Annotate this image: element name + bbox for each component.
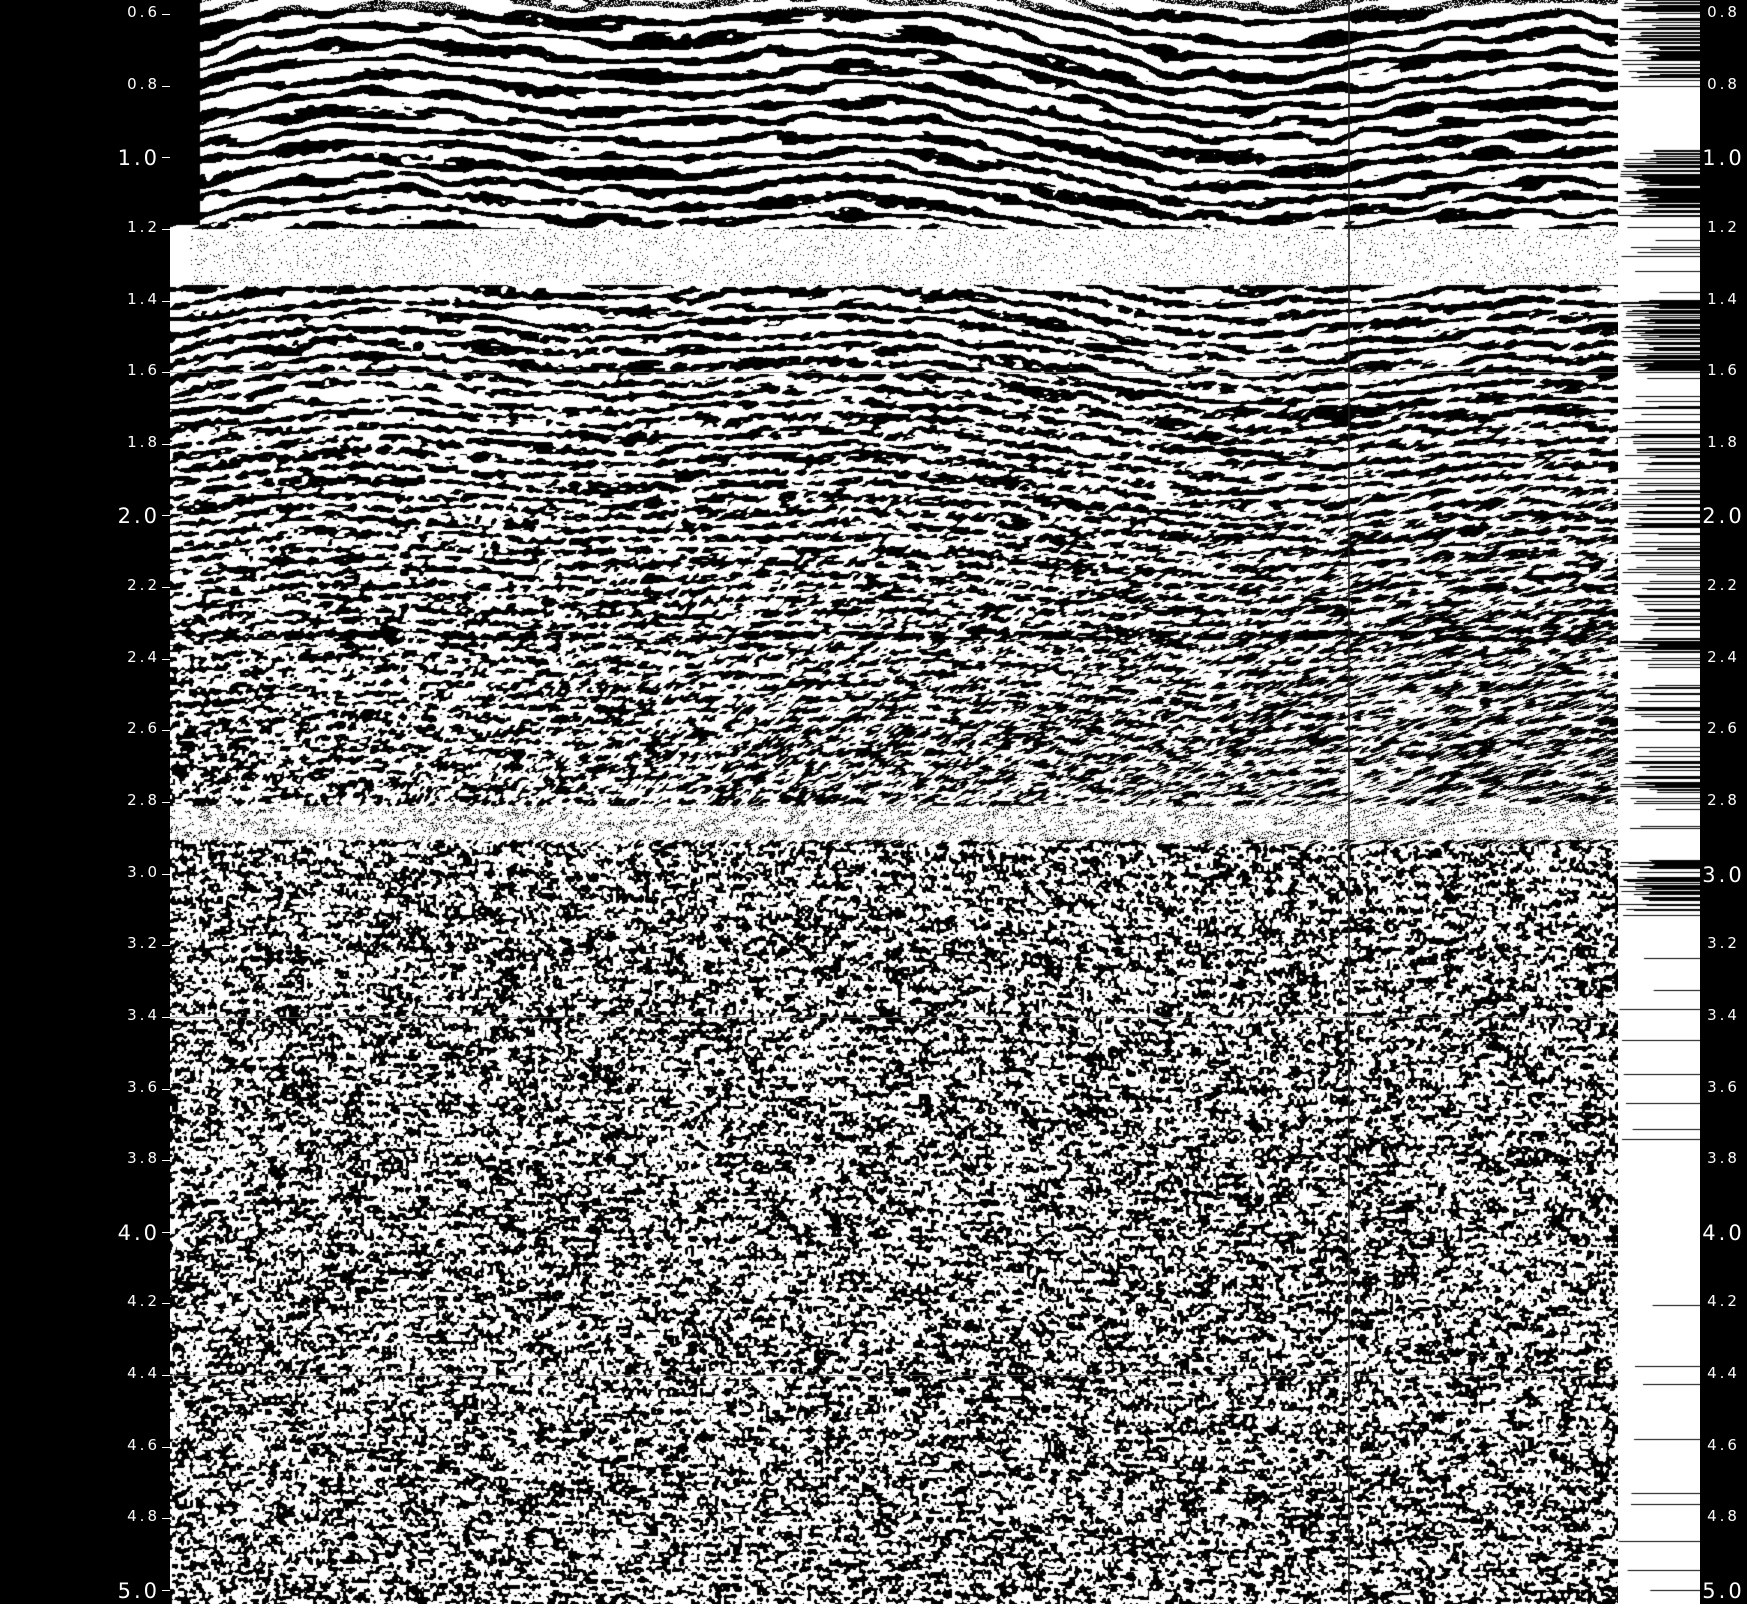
left-time-label: 2.6 xyxy=(127,719,160,738)
left-time-label: 2.8 xyxy=(127,791,160,809)
left-tick-mark xyxy=(162,301,170,302)
left-tick-mark xyxy=(162,1447,170,1448)
right-time-label: 4.2 xyxy=(1707,1292,1740,1311)
left-time-label: 4.6 xyxy=(127,1435,160,1454)
left-time-scale-strip xyxy=(0,0,170,1604)
left-time-label: 5.0 xyxy=(117,1579,160,1603)
right-time-label: 3.0 xyxy=(1702,862,1745,887)
left-time-label: 3.0 xyxy=(127,862,160,881)
left-tick-mark xyxy=(162,1160,170,1161)
horizontal-timing-line xyxy=(170,1017,1618,1018)
vertical-trace-marker-line xyxy=(1348,0,1350,1604)
left-time-label: 4.0 xyxy=(117,1220,160,1245)
right-time-label: 2.8 xyxy=(1707,791,1740,809)
seismic-section-image xyxy=(170,0,1618,1604)
left-tick-mark xyxy=(162,945,170,946)
left-time-label: 3.8 xyxy=(127,1149,160,1168)
right-time-label: 2.4 xyxy=(1707,647,1740,666)
timing-band-canvas xyxy=(1618,0,1700,1604)
left-time-label: 2.2 xyxy=(127,576,160,595)
left-time-label: 1.2 xyxy=(127,217,160,236)
left-time-label: 4.8 xyxy=(127,1507,160,1526)
right-time-label: 1.4 xyxy=(1707,289,1740,308)
left-time-label: 3.6 xyxy=(127,1077,160,1096)
left-tick-mark xyxy=(162,1375,170,1376)
right-time-label: 0.8 xyxy=(1707,74,1740,93)
right-time-label: 1.2 xyxy=(1707,217,1740,236)
left-tick-mark xyxy=(162,659,170,660)
right-timing-band xyxy=(1618,0,1700,1604)
right-time-scale-strip xyxy=(1700,0,1747,1604)
right-time-label: 1.8 xyxy=(1707,432,1740,451)
left-tick-mark xyxy=(162,802,170,803)
seismic-traces-canvas xyxy=(170,0,1618,1604)
left-time-label: 3.2 xyxy=(127,934,160,953)
left-time-label: 0.8 xyxy=(127,74,160,93)
left-tick-mark xyxy=(162,1518,170,1519)
left-time-label: 3.4 xyxy=(127,1005,160,1024)
left-tick-mark xyxy=(162,515,170,516)
left-time-label: 4.4 xyxy=(127,1364,160,1383)
horizontal-timing-line xyxy=(170,372,1618,373)
left-tick-mark xyxy=(162,1590,170,1591)
right-time-label: 3.6 xyxy=(1707,1077,1740,1096)
left-tick-mark xyxy=(162,14,170,15)
left-tick-mark xyxy=(162,1303,170,1304)
left-tick-mark xyxy=(162,1089,170,1090)
left-time-label: 2.4 xyxy=(127,647,160,666)
right-time-label: 3.4 xyxy=(1707,1005,1740,1024)
right-time-label: 4.0 xyxy=(1702,1220,1745,1245)
left-tick-mark xyxy=(162,86,170,87)
left-time-label: 0.6 xyxy=(127,3,160,21)
left-tick-mark xyxy=(162,157,170,158)
right-time-label: 2.6 xyxy=(1707,719,1740,738)
left-time-label: 1.8 xyxy=(127,432,160,451)
left-tick-mark xyxy=(162,229,170,230)
right-time-label: 3.2 xyxy=(1707,934,1740,953)
left-time-label: 1.0 xyxy=(117,146,160,171)
right-time-label: 5.0 xyxy=(1702,1579,1745,1603)
left-time-label: 1.6 xyxy=(127,361,160,380)
left-tick-mark xyxy=(162,372,170,373)
right-time-label: 4.6 xyxy=(1707,1435,1740,1454)
right-time-label: 1.6 xyxy=(1707,361,1740,380)
left-tick-mark xyxy=(162,874,170,875)
right-time-label: 0.8 xyxy=(1707,3,1740,21)
left-tick-mark xyxy=(162,730,170,731)
right-time-label: 2.0 xyxy=(1702,504,1745,529)
right-time-label: 2.2 xyxy=(1707,576,1740,595)
horizontal-timing-line xyxy=(170,1375,1618,1376)
left-time-label: 1.4 xyxy=(127,289,160,308)
left-tick-mark xyxy=(162,444,170,445)
left-tick-mark xyxy=(162,1232,170,1233)
left-time-label: 2.0 xyxy=(117,504,160,529)
left-time-label: 4.2 xyxy=(127,1292,160,1311)
left-tick-mark xyxy=(162,1017,170,1018)
left-tick-mark xyxy=(162,587,170,588)
right-time-label: 4.8 xyxy=(1707,1507,1740,1526)
right-time-label: 1.0 xyxy=(1702,146,1745,171)
right-time-label: 4.4 xyxy=(1707,1364,1740,1383)
right-time-label: 3.8 xyxy=(1707,1149,1740,1168)
